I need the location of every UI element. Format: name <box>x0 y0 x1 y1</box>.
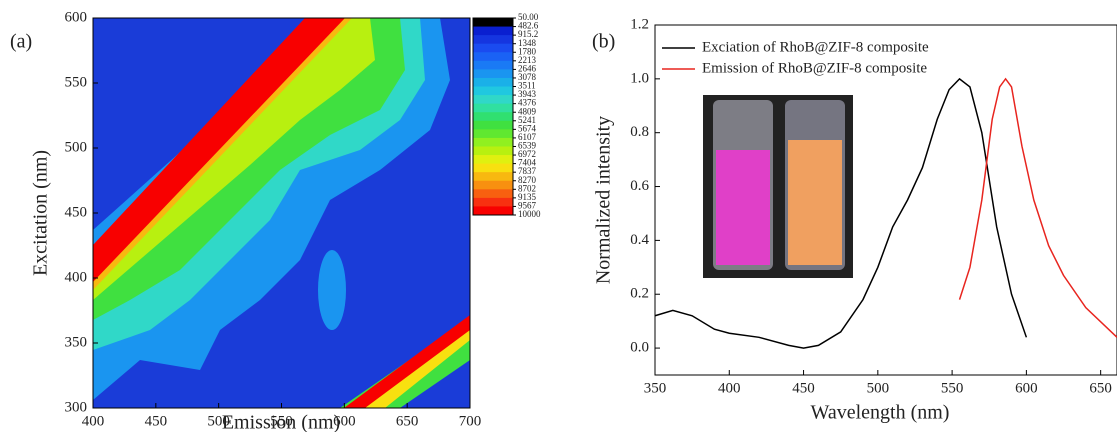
colorbar-band <box>473 197 513 207</box>
y-tick-label: 1.2 <box>630 16 649 32</box>
y-tick-label: 500 <box>65 139 88 155</box>
colorbar-label: 8270 <box>518 175 537 185</box>
x-tick-label: 600 <box>333 413 356 429</box>
panel-label: (b) <box>592 31 615 53</box>
colorbar-label: 50.00 <box>518 12 539 22</box>
colorbar-band <box>473 18 513 28</box>
y-tick-label: 450 <box>65 204 88 220</box>
colorbar-label: 9135 <box>518 192 537 202</box>
colorbar-band <box>473 35 513 45</box>
y-tick-label: 0.8 <box>630 124 649 140</box>
colorbar-label: 6107 <box>518 132 537 142</box>
y-tick-label: 0.2 <box>630 286 649 302</box>
legend-label: Exciation of RhoB@ZIF-8 composite <box>702 39 929 55</box>
y-tick-label: 0.6 <box>630 178 649 194</box>
colorbar-band <box>473 77 513 88</box>
colorbar-band <box>473 206 513 216</box>
colorbar-label: 2646 <box>518 63 537 73</box>
colorbar-label: 1348 <box>518 38 537 48</box>
colorbar-label: 5241 <box>518 115 536 125</box>
colorbar-band <box>473 146 513 156</box>
colorbar-label: 6972 <box>518 149 536 159</box>
colorbar-band <box>473 86 513 96</box>
colorbar-label: 482.6 <box>518 21 539 31</box>
y-tick-label: 0.0 <box>630 340 649 356</box>
plot-frame-b <box>654 24 1117 376</box>
line-series <box>958 77 1117 338</box>
line-series <box>654 77 1028 349</box>
colorbar-label: 3078 <box>518 72 537 82</box>
y-tick-label: 1.0 <box>630 70 649 86</box>
colorbar-label: 8702 <box>518 183 536 193</box>
colorbar-band <box>473 155 513 165</box>
x-tick-label: 700 <box>459 413 482 429</box>
y-tick-label: 400 <box>65 269 88 285</box>
inset-photo <box>703 95 853 278</box>
x-tick-label: 500 <box>207 413 230 429</box>
colorbar-label: 4809 <box>518 106 537 116</box>
colorbar-band <box>473 112 513 122</box>
x-axis-label: Wavelength (nm) <box>811 402 950 424</box>
x-tick-label: 600 <box>1015 380 1038 396</box>
colorbar-band <box>473 180 513 190</box>
colorbar-label: 3511 <box>518 81 536 91</box>
x-tick-label: 350 <box>644 380 667 396</box>
colorbar-band <box>473 189 513 199</box>
colorbar-band <box>473 60 513 70</box>
colorbar-label: 4376 <box>518 98 537 108</box>
colorbar-label: 5674 <box>518 123 537 133</box>
legend-label: Emission of RhoB@ZIF-8 composite <box>702 60 927 76</box>
x-tick-label: 650 <box>1089 380 1112 396</box>
y-tick-label: 600 <box>65 9 88 25</box>
y-tick-label: 0.4 <box>630 232 649 248</box>
colorbar: 50.00482.6915.21348178022132646307835113… <box>472 12 541 219</box>
x-tick-label: 450 <box>145 413 168 429</box>
y-tick-label: 550 <box>65 74 88 90</box>
colorbar-band <box>473 172 513 182</box>
colorbar-label: 10000 <box>518 209 541 219</box>
colorbar-band <box>473 103 513 113</box>
x-tick-label: 550 <box>270 413 293 429</box>
y-tick-label: 350 <box>65 334 88 350</box>
colorbar-band <box>473 120 513 130</box>
contour-field <box>93 18 470 408</box>
x-tick-label: 500 <box>867 380 890 396</box>
colorbar-label: 1780 <box>518 46 537 56</box>
colorbar-label: 6539 <box>518 141 537 151</box>
x-tick-label: 400 <box>82 413 105 429</box>
colorbar-label: 9567 <box>518 200 537 210</box>
colorbar-label: 7837 <box>518 166 537 176</box>
colorbar-band <box>473 163 513 173</box>
x-tick-label: 550 <box>941 380 964 396</box>
colorbar-frame <box>472 17 514 216</box>
colorbar-label: 915.2 <box>518 29 538 39</box>
colorbar-band <box>473 95 513 105</box>
y-axis-label: Excitation (nm) <box>30 150 52 276</box>
colorbar-label: 3943 <box>518 89 537 99</box>
y-tick-label: 300 <box>65 399 88 415</box>
colorbar-band <box>473 26 513 36</box>
colorbar-band <box>473 129 513 139</box>
colorbar-label: 2213 <box>518 55 537 65</box>
colorbar-band <box>473 69 513 79</box>
colorbar-label: 7404 <box>518 158 537 168</box>
panel-label: (a) <box>10 31 32 53</box>
x-tick-label: 450 <box>792 380 815 396</box>
x-axis-label: Emission (nm) <box>222 412 340 432</box>
colorbar-band <box>473 52 513 62</box>
y-axis-label: Normalized intensity <box>593 116 615 284</box>
colorbar-band <box>473 43 513 53</box>
x-tick-label: 400 <box>718 380 741 396</box>
colorbar-band <box>473 137 513 147</box>
x-tick-label: 650 <box>396 413 419 429</box>
